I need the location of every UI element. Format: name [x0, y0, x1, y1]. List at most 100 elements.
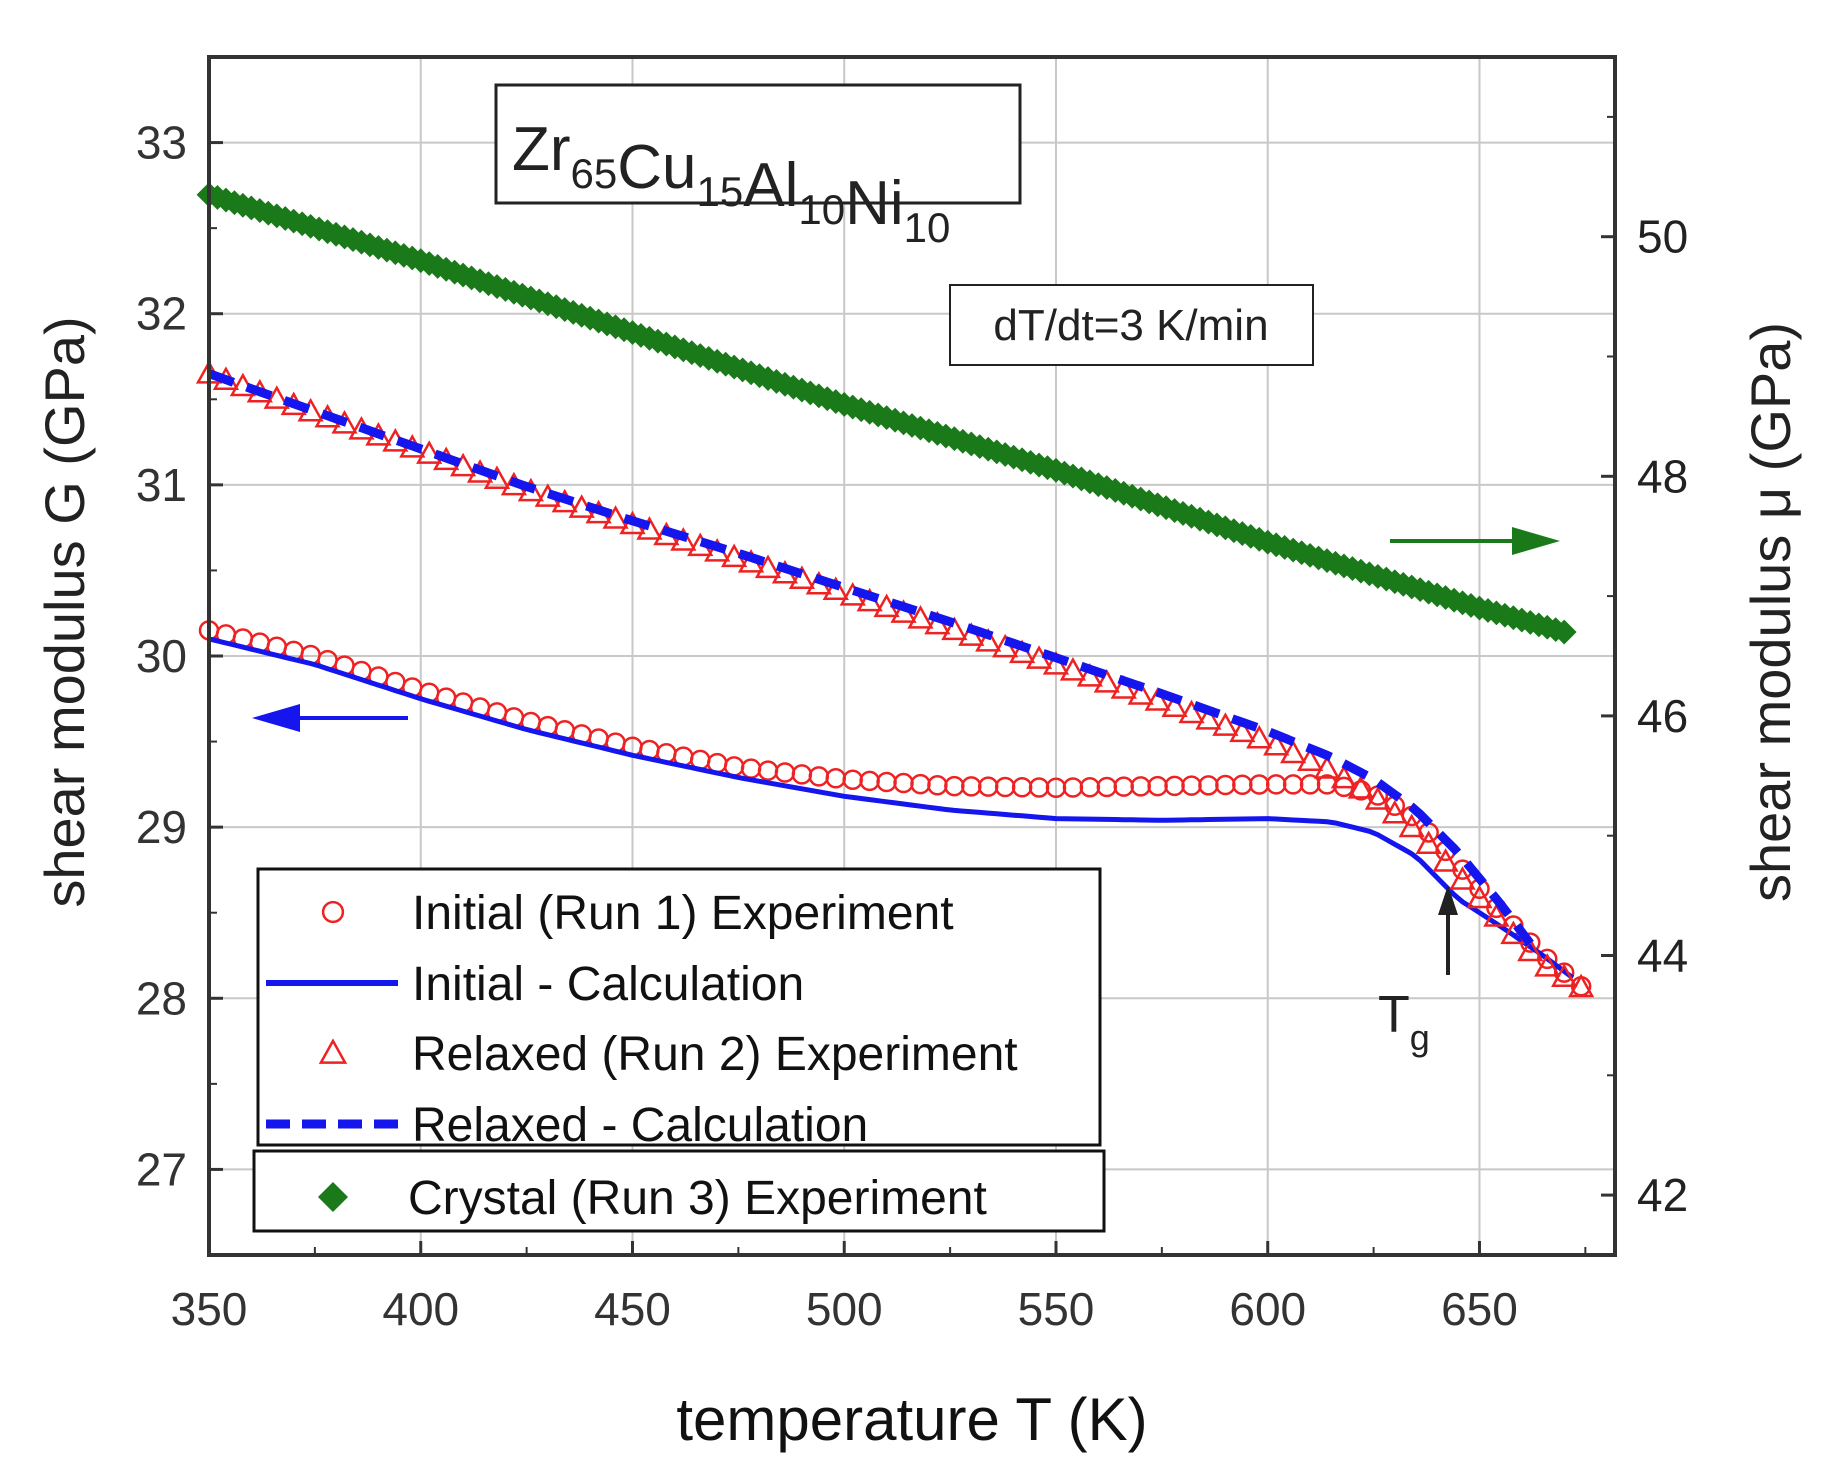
composition-element: Al [743, 151, 798, 220]
circle-marker [1079, 776, 1101, 798]
circle-marker [1113, 776, 1134, 797]
circle-marker [842, 769, 863, 791]
y-left-tick-label: 27 [136, 1143, 187, 1195]
circle-marker [927, 774, 948, 796]
circle-marker [1062, 777, 1084, 798]
triangle-marker [1246, 724, 1273, 749]
circle-marker [1028, 777, 1050, 798]
composition-element: Ni [845, 169, 904, 238]
rate-label: dT/dt=3 K/min [993, 301, 1268, 350]
composition-subscript: 65 [571, 150, 618, 197]
tg-arrow-head [1438, 885, 1458, 915]
triangle-marker [941, 616, 968, 641]
circle-marker [876, 771, 897, 793]
triangle-marker [1212, 712, 1239, 736]
triangle-marker [1364, 786, 1391, 810]
legend-box-main [256, 867, 1102, 1147]
y-right-tick-label: 48 [1637, 450, 1688, 502]
triangle-marker [788, 565, 816, 590]
circle-marker [944, 775, 965, 797]
circle-marker [1265, 774, 1287, 795]
circle-marker [808, 766, 830, 787]
circle-marker [757, 760, 779, 781]
legend-label: Crystal (Run 3) Experiment [408, 1172, 987, 1225]
circle-marker [859, 770, 880, 792]
triangle-marker [1534, 953, 1561, 977]
x-tick-label: 550 [1018, 1283, 1095, 1335]
circle-marker [1282, 774, 1304, 795]
circle-marker [1147, 775, 1168, 797]
composition-title: Zr65Cu15Al10Ni10 [512, 115, 950, 251]
triangle-marker [907, 604, 934, 629]
triangle-marker [1110, 675, 1137, 699]
right-axis-arrow-head [1512, 527, 1560, 555]
rate-box [949, 284, 1314, 366]
y-right-tick-label: 50 [1637, 211, 1688, 263]
triangle-marker [1483, 903, 1510, 927]
triangle-marker [822, 576, 849, 600]
y-left-axis-label: shear modulus G (GPa) [33, 316, 96, 907]
relaxed-calculation-line [207, 369, 1534, 947]
triangle-marker [1059, 657, 1087, 681]
circle-marker [1215, 774, 1236, 796]
triangle-marker [1567, 973, 1595, 998]
triangle-marker [1161, 693, 1188, 717]
triangle-marker [975, 627, 1002, 652]
tg-label: Tg [1378, 986, 1430, 1058]
x-tick-label: 450 [594, 1283, 671, 1335]
left-axis-arrow-head [252, 704, 300, 732]
legend-triangle-swatch [318, 1038, 348, 1064]
y-right-tick-label: 44 [1637, 930, 1688, 982]
triangle-marker [1449, 866, 1476, 890]
legend-diamond-swatch [317, 1181, 349, 1213]
composition-subscript: 10 [904, 204, 951, 251]
circle-marker [740, 758, 762, 779]
y-left-tick-label: 30 [136, 630, 187, 682]
triangle-marker [1229, 718, 1256, 743]
circle-marker [977, 776, 999, 797]
circle-marker [1198, 775, 1219, 796]
circle-marker [791, 764, 813, 785]
triangle-marker [670, 527, 697, 551]
triangle-marker [1280, 739, 1307, 764]
y-right-tick-label: 46 [1637, 690, 1688, 742]
triangle-marker [1381, 799, 1408, 824]
y-right-axis-label: shear modulus μ (GPa) [1739, 322, 1802, 902]
triangle-marker [1313, 755, 1341, 779]
triangle-marker [1398, 813, 1425, 838]
circle-marker [1232, 774, 1253, 796]
legend-label: Initial - Calculation [412, 958, 804, 1011]
triangle-marker [1296, 747, 1324, 772]
triangle-marker [1466, 884, 1493, 909]
circle-marker [1130, 776, 1151, 797]
x-axis-label: temperature T (K) [676, 1386, 1147, 1453]
y-left-tick-label: 32 [136, 288, 187, 340]
triangle-marker [1517, 937, 1544, 962]
legend-items: Initial (Run 1) Experiment Initial - Calc… [266, 887, 1018, 1225]
series-layer [195, 182, 1595, 998]
circle-marker [1249, 774, 1270, 795]
x-tick-label: 350 [171, 1283, 248, 1335]
triangle-marker [1432, 848, 1459, 872]
composition-subscript: 10 [798, 186, 845, 233]
triangle-marker [1551, 963, 1578, 987]
series-1 [198, 620, 1592, 997]
triangle-marker [1330, 764, 1358, 789]
legend-label: Initial (Run 1) Experiment [412, 887, 954, 940]
legend-circle-swatch [321, 900, 345, 924]
triangle-marker [1127, 681, 1154, 705]
legend: Initial (Run 1) Experiment Initial - Calc… [252, 867, 1106, 1233]
circle-marker [774, 762, 796, 783]
series-5 [196, 182, 1577, 645]
y-left-tick-label: 33 [136, 117, 187, 169]
x-tick-label: 600 [1229, 1283, 1306, 1335]
y-left-tick-label: 31 [136, 459, 187, 511]
triangle-marker [1415, 830, 1442, 854]
triangle-marker [754, 554, 782, 579]
initial-calculation-line [208, 636, 1575, 980]
x-tick-label: 500 [806, 1283, 883, 1335]
composition-element: Zr [512, 115, 571, 184]
legend-label: Relaxed - Calculation [412, 1099, 868, 1152]
triangle-marker [263, 385, 290, 409]
